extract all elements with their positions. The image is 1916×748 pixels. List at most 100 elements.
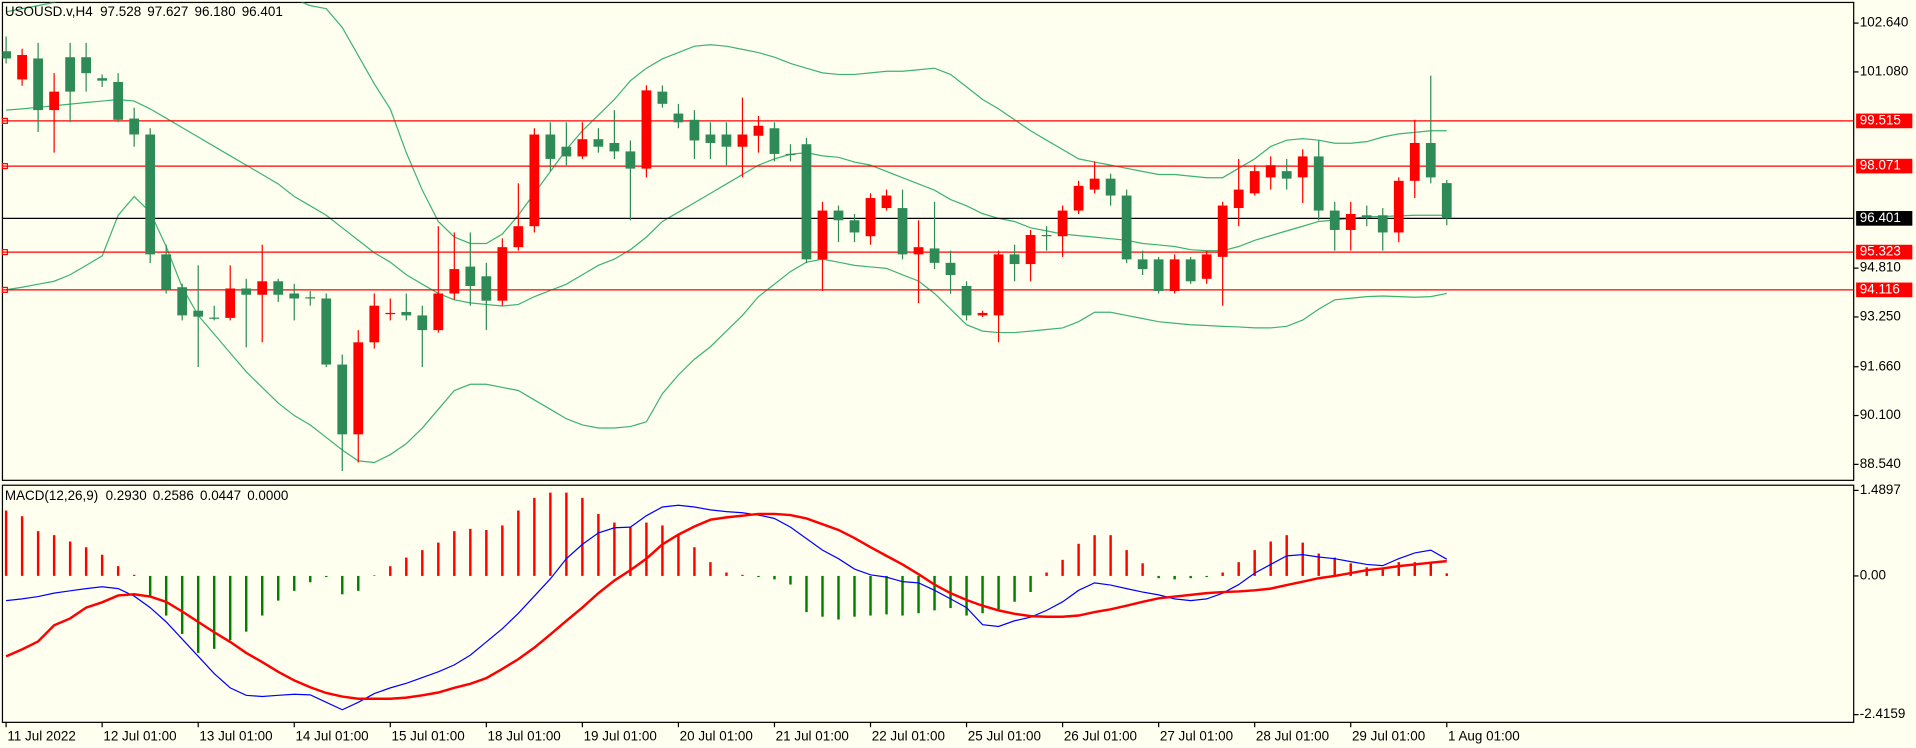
readout-value: 96.180 — [194, 4, 235, 19]
bollinger-band — [6, 195, 1447, 464]
candle-body — [833, 210, 844, 221]
candle-body — [225, 288, 236, 318]
candle-body — [449, 269, 460, 294]
candle-body — [145, 134, 156, 255]
candle-body — [529, 134, 540, 227]
candle-body — [961, 285, 972, 316]
candle-body — [497, 247, 508, 301]
candle-body — [81, 57, 92, 74]
candle-body — [657, 91, 668, 104]
candle-body — [593, 139, 604, 147]
level-label: 95.323 — [1860, 244, 1901, 259]
candle-body — [737, 134, 748, 147]
candle-body — [1409, 142, 1420, 181]
x-tick-label: 25 Jul 01:00 — [968, 729, 1041, 744]
candle-body — [1153, 259, 1164, 291]
last-price-box — [1856, 211, 1913, 226]
readout-value: 97.627 — [147, 4, 188, 19]
candle-body — [1281, 171, 1292, 179]
x-tick-label: 28 Jul 01:00 — [1256, 729, 1329, 744]
panel-title: MACD(12,26,9) — [5, 488, 98, 503]
candle-body — [65, 57, 76, 92]
readout-value: 0.2586 — [153, 488, 194, 503]
candle-body — [785, 153, 796, 156]
candle-body — [769, 128, 780, 154]
level-marker — [1, 249, 8, 256]
level-marker — [1, 286, 8, 293]
candle-body — [625, 151, 636, 169]
candle-body — [1105, 178, 1116, 196]
candle-body — [321, 298, 332, 365]
y-tick-label: 93.250 — [1860, 309, 1901, 324]
candle-body — [1217, 205, 1228, 257]
candle-body — [209, 317, 220, 319]
candle-body — [897, 208, 908, 255]
candle-body — [33, 58, 44, 111]
candle-body — [673, 113, 684, 123]
candle-body — [913, 247, 924, 255]
candle-body — [1201, 254, 1212, 279]
y-tick-label: 94.810 — [1860, 260, 1901, 275]
readout-value: 0.2930 — [106, 488, 147, 503]
candle-body — [273, 281, 284, 295]
candle-body — [49, 91, 60, 111]
candle-body — [1345, 214, 1356, 230]
readout-value: 97.528 — [100, 4, 141, 19]
x-tick-label: 11 Jul 2022 — [7, 729, 75, 744]
y-tick-label: -2.4159 — [1860, 706, 1906, 721]
candle-body — [1361, 215, 1372, 218]
panel-title: USOUSD.v,H4 — [5, 4, 93, 19]
candle-body — [337, 364, 348, 435]
candle-body — [1249, 171, 1260, 194]
macd-line — [6, 504, 1448, 711]
macd-plot — [4, 492, 1448, 711]
candle-body — [545, 134, 556, 159]
candle-body — [929, 248, 940, 263]
x-tick-label: 29 Jul 01:00 — [1352, 729, 1425, 744]
candle-body — [945, 262, 956, 276]
level-label: 94.116 — [1860, 281, 1900, 296]
x-tick-label: 26 Jul 01:00 — [1064, 729, 1137, 744]
candle-body — [801, 144, 812, 260]
candle-body — [1297, 156, 1308, 178]
x-tick-label: 18 Jul 01:00 — [488, 729, 561, 744]
candle-body — [417, 315, 428, 331]
candle-body — [465, 266, 476, 286]
level-marker — [1, 163, 8, 170]
candle-body — [577, 139, 588, 157]
candle-body — [561, 146, 572, 157]
candle-body — [257, 281, 268, 295]
y-tick-label: 90.100 — [1860, 407, 1901, 422]
candle-body — [865, 198, 876, 237]
candle-body — [1041, 234, 1052, 237]
candle-body — [1425, 142, 1436, 178]
candle-body — [481, 276, 492, 301]
candle-body — [1073, 185, 1084, 211]
candle-body — [433, 293, 444, 331]
readout-value: 96.401 — [242, 4, 283, 19]
candle-body — [1265, 165, 1276, 178]
price-plot — [2, 2, 1854, 471]
axes: USOUSD.v,H4 97.528 97.627 96.180 96.401 102.6… — [1, 4, 1913, 744]
x-tick-label: 21 Jul 01:00 — [776, 729, 849, 744]
level-label-box — [1856, 244, 1913, 260]
macd-line — [5, 512, 1447, 700]
last-price-label: 96.401 — [1860, 210, 1901, 225]
candle-body — [241, 288, 252, 295]
candle-body — [1393, 180, 1404, 233]
candle-body — [817, 210, 828, 260]
y-tick-label: 101.080 — [1860, 63, 1909, 78]
macd-panel — [1, 484, 1855, 723]
candle-body — [1137, 259, 1148, 270]
candle-body — [161, 254, 172, 290]
candle-body — [1233, 189, 1244, 209]
candle-body — [401, 311, 412, 316]
candle-body — [1169, 259, 1180, 291]
candle-body — [2, 51, 11, 59]
candle-body — [289, 293, 300, 299]
bollinger-band — [5, 2, 1447, 245]
candle-body — [993, 254, 1004, 316]
x-tick-label: 15 Jul 01:00 — [392, 729, 465, 744]
